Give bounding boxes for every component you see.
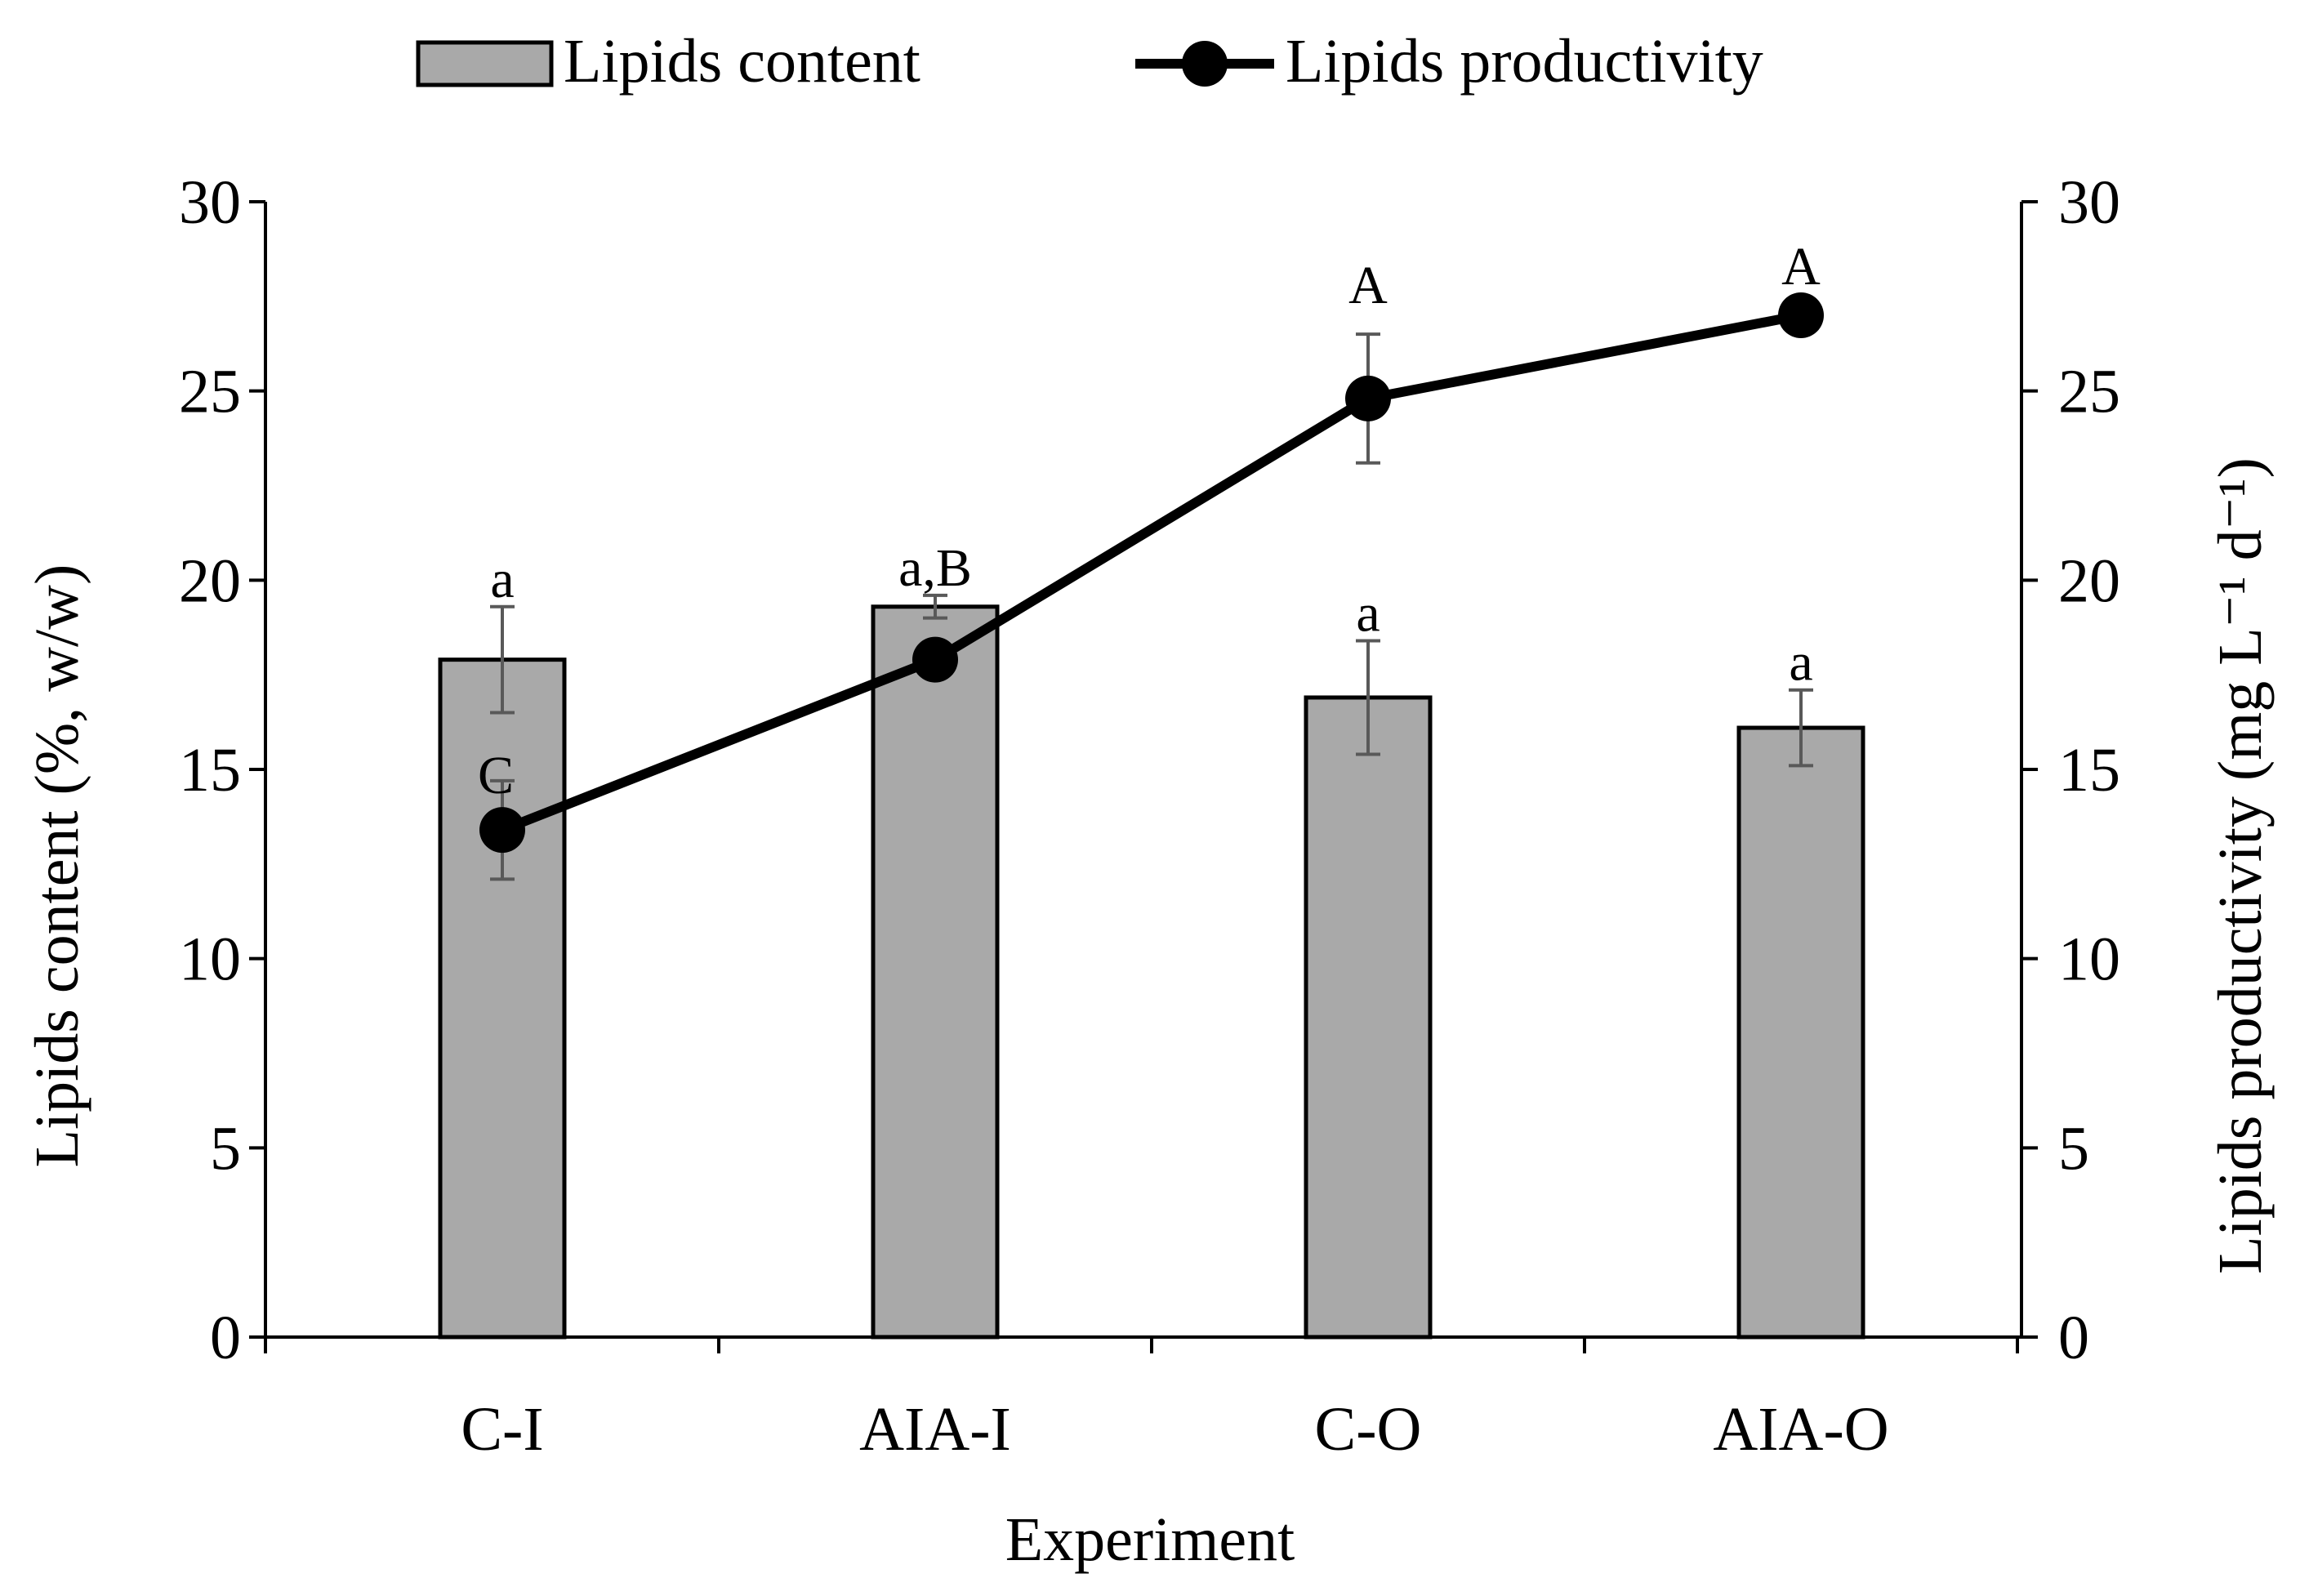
x-tick-label-0: C-I: [461, 1395, 543, 1464]
y-left-tick-label-2: 10: [179, 925, 241, 994]
bar-data-label-2: a: [1356, 583, 1380, 643]
line-data-label-3: A: [1781, 237, 1821, 296]
legend: Lipids content Lipids productivity: [416, 27, 1763, 96]
line-point-2: [1345, 375, 1391, 421]
x-axis-title: Experiment: [1005, 1505, 1295, 1574]
legend-bar-label: Lipids content: [564, 27, 920, 96]
y-axis-right-title: Lipids productivity (mg L⁻¹ d⁻¹): [2206, 457, 2275, 1274]
y-left-tick-label-1: 5: [210, 1114, 241, 1183]
y-left-tick-label-5: 25: [179, 358, 241, 426]
y-right-tick-label-1: 5: [2058, 1114, 2089, 1183]
y-right-tick-label-3: 15: [2058, 736, 2120, 805]
bar-1: [871, 604, 1000, 1340]
y-right-tick-label-0: 0: [2058, 1304, 2089, 1372]
line-series: [500, 310, 1803, 835]
bar-data-label-3: a: [1789, 633, 1812, 693]
y-left-tick-label-0: 0: [210, 1304, 241, 1372]
bar-group: [438, 604, 1865, 1340]
y-right-tick-label-2: 10: [2058, 925, 2120, 994]
line-point-1: [912, 636, 958, 683]
bar-3: [1736, 725, 1865, 1340]
data-label-group: a a,B a a C A A: [478, 237, 1821, 805]
y-right-tick-label-5: 25: [2058, 358, 2120, 426]
y-left-tick-label-6: 30: [179, 168, 241, 237]
x-tick-label-3: AIA-O: [1713, 1395, 1888, 1464]
bar-data-label-0: a: [490, 550, 514, 609]
x-tick-label-2: C-O: [1315, 1395, 1422, 1464]
y-left-tick-label-4: 20: [179, 546, 241, 615]
legend-line-marker: [1182, 41, 1228, 87]
legend-line-label: Lipids productivity: [1286, 27, 1763, 96]
y-right-tick-label-4: 20: [2058, 546, 2120, 615]
x-tick-label-1: AIA-I: [859, 1395, 1011, 1464]
bar-data-label-1: a,B: [898, 538, 972, 598]
line-data-label-0: C: [478, 746, 514, 805]
line-point-0: [479, 807, 525, 854]
y-left-tick-label-3: 15: [179, 736, 241, 805]
y-right-tick-label-6: 30: [2058, 168, 2120, 237]
bar-errorbar-group: [490, 593, 1813, 768]
line-series-group: [479, 292, 1824, 881]
line-point-3: [1778, 292, 1824, 338]
line-data-label-2: A: [1348, 256, 1388, 315]
bar-2: [1304, 695, 1433, 1340]
axes: 0 5 10 15 20 25 30 0 5 10 15 20 25 30 C-I AIA-I C-O AIA-O: [179, 168, 2120, 1464]
y-axis-left-title: Lipids content (%, w/w): [23, 564, 91, 1168]
legend-bar-swatch: [416, 40, 554, 87]
